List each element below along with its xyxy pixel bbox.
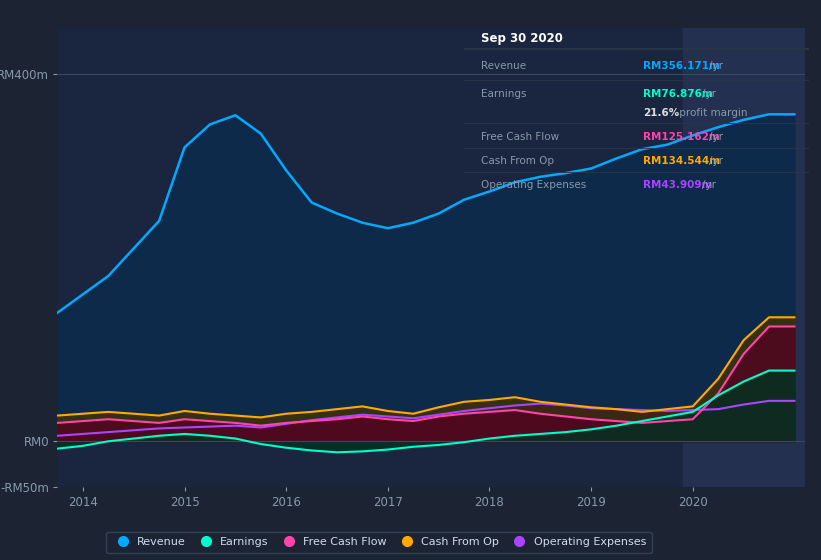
Text: Operating Expenses: Operating Expenses bbox=[481, 180, 586, 190]
Bar bbox=[682, 28, 805, 487]
Text: /yr: /yr bbox=[702, 89, 716, 99]
Text: Sep 30 2020: Sep 30 2020 bbox=[481, 32, 563, 45]
Text: Cash From Op: Cash From Op bbox=[481, 156, 554, 166]
Text: profit margin: profit margin bbox=[676, 108, 747, 118]
Legend: Revenue, Earnings, Free Cash Flow, Cash From Op, Operating Expenses: Revenue, Earnings, Free Cash Flow, Cash … bbox=[106, 531, 652, 553]
Text: RM125.162m: RM125.162m bbox=[643, 132, 720, 142]
Text: RM43.909m: RM43.909m bbox=[643, 180, 713, 190]
Text: /yr: /yr bbox=[709, 156, 722, 166]
Text: RM134.544m: RM134.544m bbox=[643, 156, 720, 166]
Text: /yr: /yr bbox=[709, 132, 722, 142]
Text: Earnings: Earnings bbox=[481, 89, 526, 99]
Text: Free Cash Flow: Free Cash Flow bbox=[481, 132, 559, 142]
Text: RM76.876m: RM76.876m bbox=[643, 89, 713, 99]
Text: /yr: /yr bbox=[709, 61, 722, 71]
Text: /yr: /yr bbox=[702, 180, 716, 190]
Text: Revenue: Revenue bbox=[481, 61, 526, 71]
Text: 21.6%: 21.6% bbox=[643, 108, 680, 118]
Text: RM356.171m: RM356.171m bbox=[643, 61, 720, 71]
